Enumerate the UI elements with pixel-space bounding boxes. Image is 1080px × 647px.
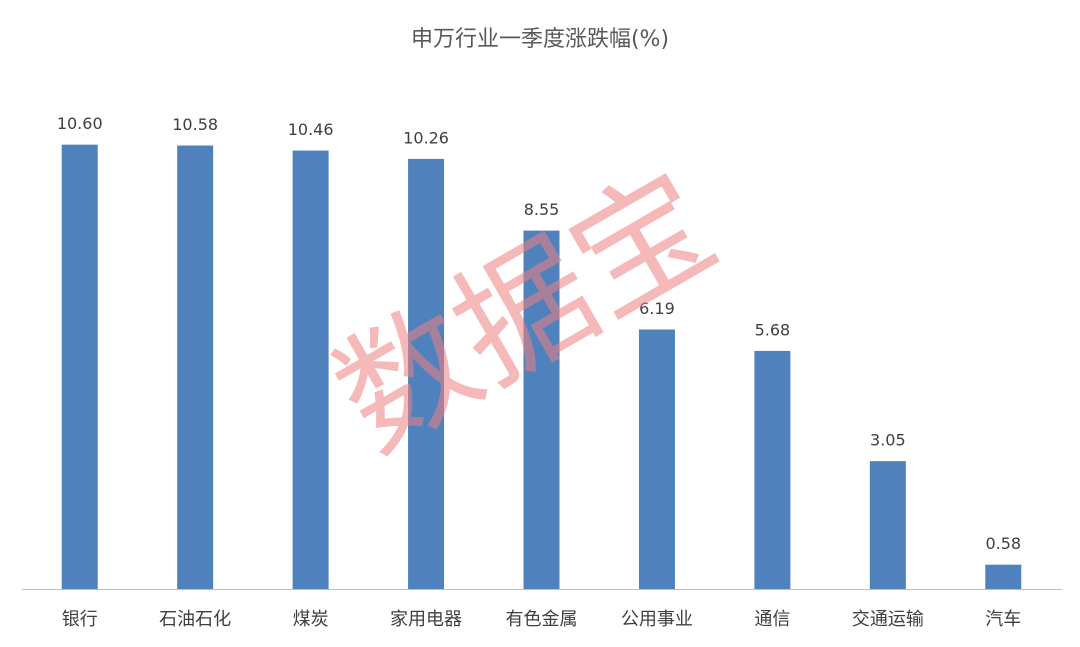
value-label: 0.58 xyxy=(985,534,1021,553)
value-label: 8.55 xyxy=(524,200,560,219)
x-tick-label: 有色金属 xyxy=(506,609,578,630)
bar xyxy=(754,350,791,589)
bar xyxy=(985,564,1022,589)
value-label: 10.60 xyxy=(57,114,103,133)
chart-title: 申万行业一季度涨跌幅(%) xyxy=(411,27,669,52)
value-label: 3.05 xyxy=(870,431,906,450)
bar xyxy=(61,144,98,589)
x-tick-label: 煤炭 xyxy=(293,609,329,630)
x-tick-label: 汽车 xyxy=(985,609,1021,630)
value-label: 10.58 xyxy=(172,115,218,134)
x-tick-label: 银行 xyxy=(62,609,98,630)
bar xyxy=(292,150,329,589)
value-label: 10.26 xyxy=(403,128,449,147)
x-tick-label: 公用事业 xyxy=(621,609,693,630)
bar xyxy=(408,158,445,589)
bar xyxy=(638,329,675,589)
value-label: 6.19 xyxy=(639,299,675,318)
x-tick-label: 交通运输 xyxy=(852,609,924,630)
value-label: 5.68 xyxy=(755,320,791,339)
x-tick-label: 家用电器 xyxy=(390,609,462,630)
value-label: 10.46 xyxy=(288,120,334,139)
bar xyxy=(523,230,560,590)
x-tick-label: 通信 xyxy=(754,609,790,630)
x-tick-label: 石油石化 xyxy=(159,609,231,630)
bar xyxy=(869,461,906,589)
bar xyxy=(177,145,214,589)
